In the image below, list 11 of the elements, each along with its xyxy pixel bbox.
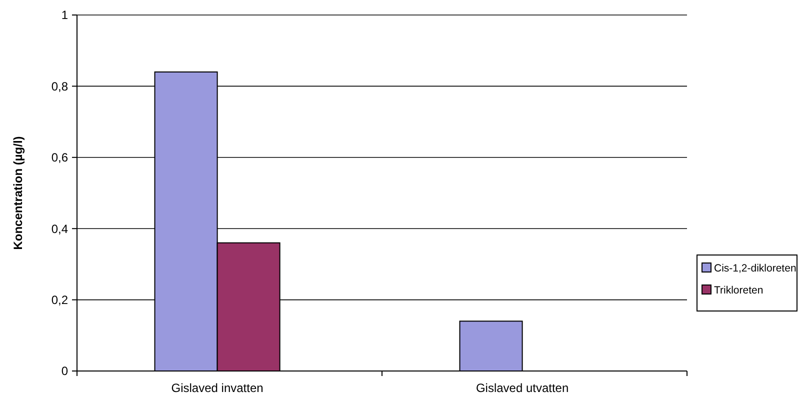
y-tick-label: 0,4 (51, 222, 68, 236)
y-tick-label: 0,2 (51, 293, 68, 307)
legend-label: Trikloreten (714, 284, 764, 297)
x-tick-label: Gislaved utvatten (476, 381, 569, 395)
y-tick-label: 0,6 (51, 150, 68, 165)
y-tick-label: 0,8 (51, 79, 68, 94)
y-tick-label: 0 (61, 364, 68, 378)
x-tick-label: Gislaved invatten (171, 381, 264, 395)
y-tick-label: 1 (61, 8, 68, 22)
y-axis-title: Koncentration (µg/l) (11, 136, 25, 250)
legend-label: Cis-1,2-dikloreten (714, 262, 796, 275)
